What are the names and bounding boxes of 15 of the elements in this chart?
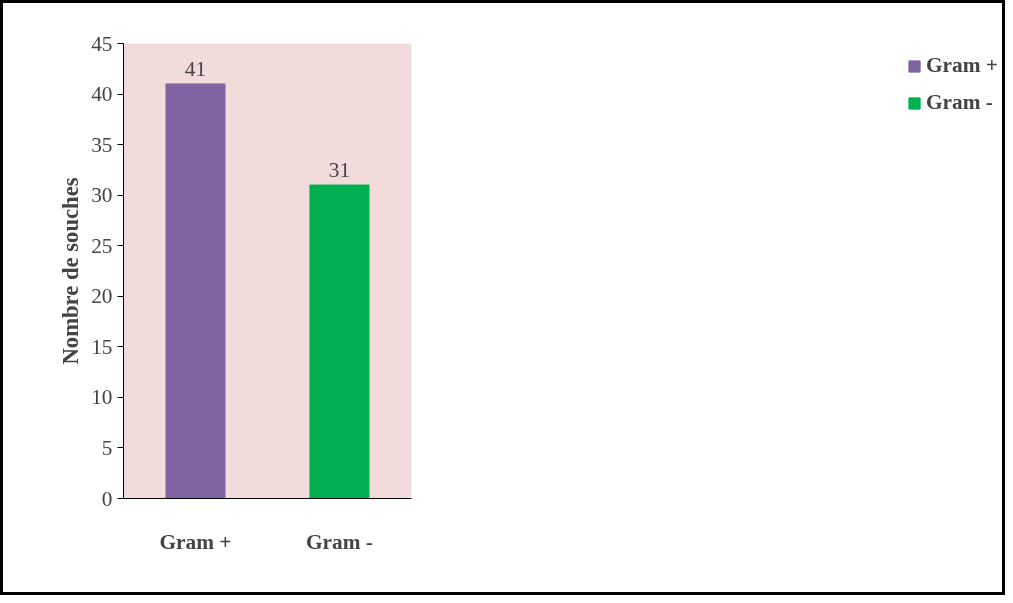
data-label: 41 — [184, 56, 207, 81]
y-tick-label: 25 — [91, 233, 113, 258]
legend-label: Gram + — [926, 53, 998, 78]
y-tick-label: 30 — [91, 183, 113, 208]
y-axis-title: Nombre de souches — [58, 177, 84, 365]
legend-label: Gram - — [926, 90, 993, 115]
y-tick-label: 0 — [101, 486, 113, 511]
y-tick-label: 20 — [91, 284, 113, 309]
data-label: 31 — [328, 158, 351, 183]
y-tick-label: 15 — [91, 334, 113, 359]
y-tick-label: 40 — [91, 82, 113, 107]
y-tick-label: 35 — [91, 132, 113, 157]
y-tick-label: 10 — [91, 385, 113, 410]
y-tick-label: 5 — [101, 435, 113, 460]
y-tick-label: 45 — [91, 31, 113, 56]
